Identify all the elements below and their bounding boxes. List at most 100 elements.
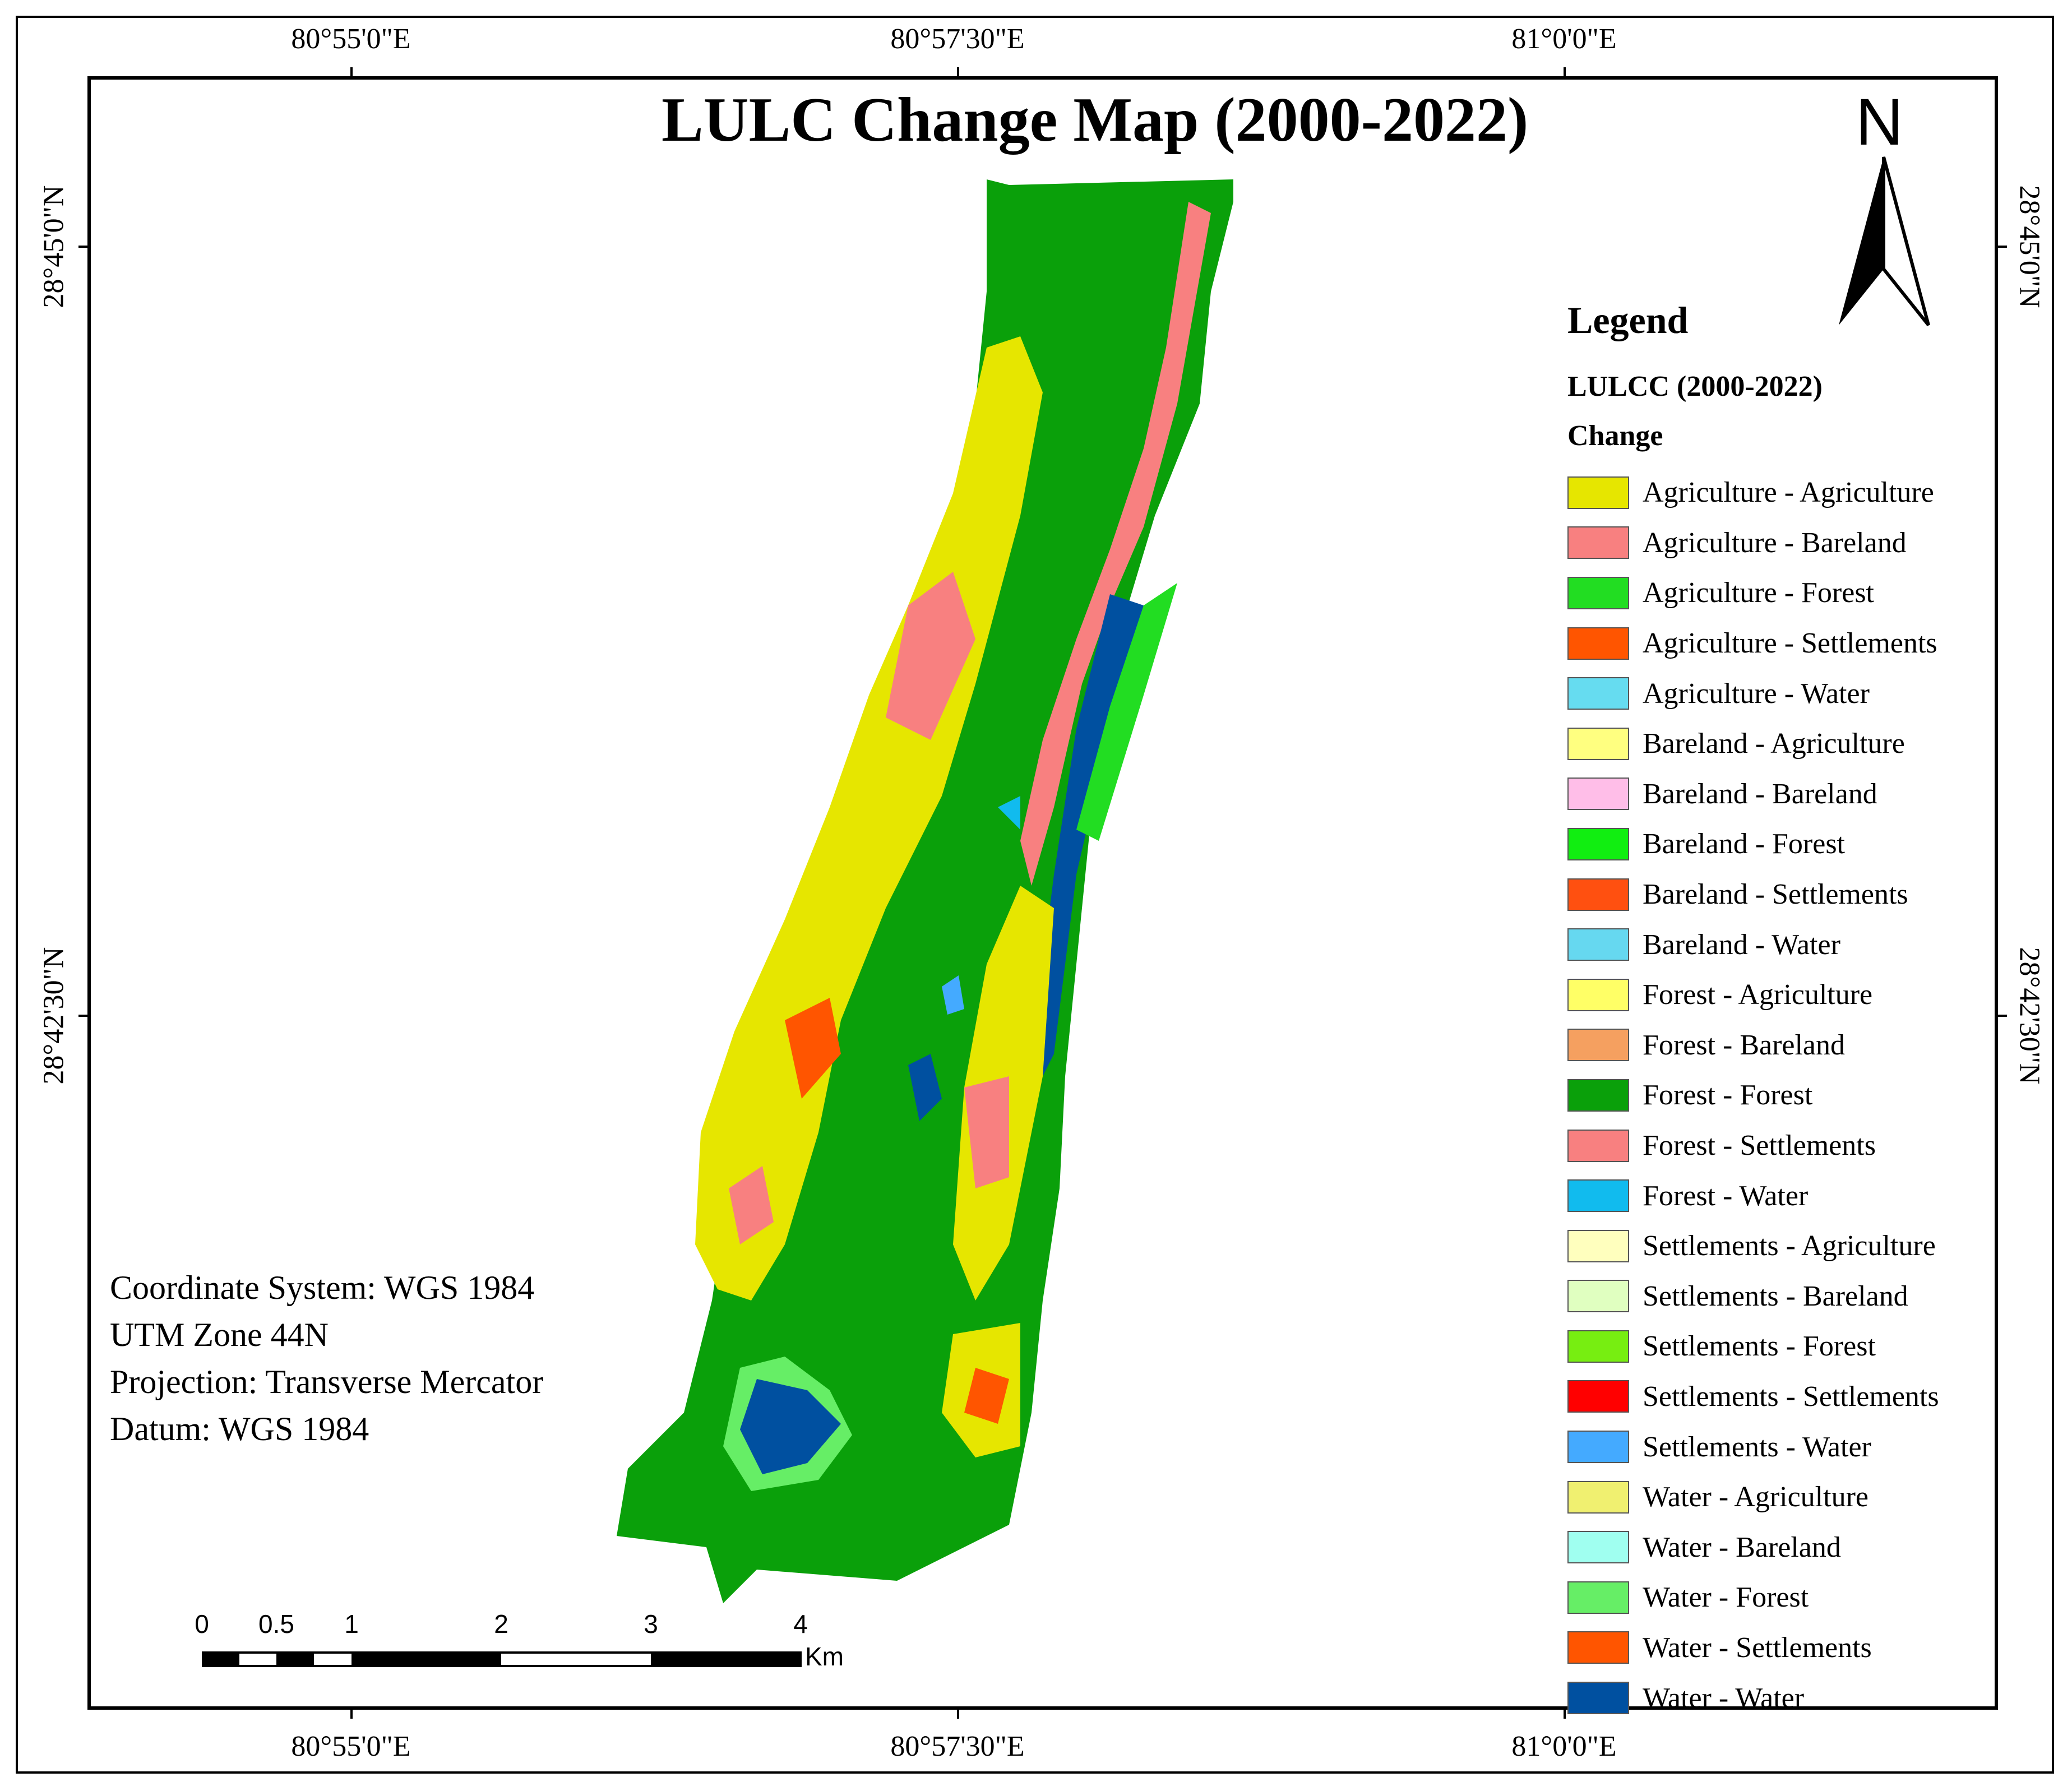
water-body [740, 1379, 841, 1474]
coordinate-system: Coordinate System: WGS 1984 [110, 1269, 535, 1306]
legend-item: Water - Settlements [1567, 1623, 1939, 1673]
legend-item: Settlements - Settlements [1567, 1372, 1939, 1422]
legend-swatch [1567, 1179, 1629, 1212]
coord-right-2: 28°42'30"N [2013, 947, 2046, 1085]
legend-item: Settlements - Water [1567, 1422, 1939, 1472]
legend-label: Water - Settlements [1643, 1631, 1872, 1664]
map-title: LULC Change Map (2000-2022) [662, 85, 1529, 155]
water-pond [998, 796, 1020, 830]
legend-item: Agriculture - Forest [1567, 568, 1939, 618]
legend-label: Forest - Forest [1643, 1079, 1813, 1112]
legend-swatch [1567, 778, 1629, 811]
legend-swatch [1567, 1480, 1629, 1514]
legend-item: Water - Agriculture [1567, 1472, 1939, 1522]
coord-top-3: 81°0'0"E [1511, 23, 1617, 55]
legend-swatch [1567, 1079, 1629, 1112]
coord-right-1: 28°45'0"N [2013, 185, 2046, 308]
scale-label: 3 [644, 1609, 658, 1639]
settlement-patch [785, 998, 841, 1099]
legend-label: Bareland - Bareland [1643, 778, 1877, 810]
legend-swatch [1567, 677, 1629, 710]
tick [350, 67, 353, 77]
river [1032, 594, 1144, 1076]
north-letter: N [1856, 85, 1904, 159]
scale-bar [202, 1651, 802, 1667]
tick [1564, 67, 1566, 77]
legend-swatch [1567, 928, 1629, 961]
legend-swatch [1567, 878, 1629, 911]
legend-swatch [1567, 526, 1629, 559]
legend-item: Bareland - Water [1567, 919, 1939, 970]
legend-label: Settlements - Settlements [1643, 1380, 1939, 1413]
legend-label: Agriculture - Water [1643, 677, 1870, 710]
outer-frame [16, 16, 2054, 1774]
coord-top-1: 80°55'0"E [291, 23, 411, 55]
tick [1997, 1015, 2007, 1017]
scale-label: 2 [494, 1609, 508, 1639]
tick [1564, 1709, 1566, 1719]
projection: Projection: Transverse Mercator [110, 1363, 544, 1400]
legend-label: Settlements - Forest [1643, 1330, 1876, 1363]
legend-item: Agriculture - Agriculture [1567, 468, 1939, 518]
north-arrow-icon [1839, 156, 1930, 326]
legend-item: Bareland - Settlements [1567, 869, 1939, 920]
legend-item: Forest - Settlements [1567, 1121, 1939, 1171]
legend-label: Bareland - Water [1643, 928, 1840, 961]
legend-title: Legend [1567, 299, 1689, 341]
legend-item: Water - Forest [1567, 1572, 1939, 1623]
coord-left-2: 28°42'30"N [38, 947, 70, 1085]
legend-label: Agriculture - Forest [1643, 577, 1875, 609]
legend-item: Bareland - Agriculture [1567, 719, 1939, 769]
legend-label: Settlements - Bareland [1643, 1280, 1908, 1312]
coord-bottom-3: 81°0'0"E [1511, 1730, 1617, 1762]
legend-label: Agriculture - Agriculture [1643, 476, 1934, 509]
coord-bottom-2: 80°57'30"E [890, 1730, 1025, 1762]
legend-field-name: Change [1567, 420, 1663, 452]
bareland-strip [1020, 202, 1211, 886]
legend-swatch [1567, 1129, 1629, 1162]
legend-swatch [1567, 1229, 1629, 1262]
legend-label: Forest - Bareland [1643, 1029, 1846, 1061]
scale-label: 0.5 [258, 1609, 294, 1639]
legend-swatch [1567, 1581, 1629, 1614]
scale-label: 4 [793, 1609, 808, 1639]
legend-item: Bareland - Bareland [1567, 769, 1939, 820]
tick [1997, 246, 2007, 248]
legend-label: Agriculture - Settlements [1643, 627, 1937, 660]
legend-swatch [1567, 727, 1629, 760]
legend-swatch [1567, 576, 1629, 609]
tick [957, 67, 959, 77]
legend-swatch [1567, 1380, 1629, 1413]
legend-label: Water - Bareland [1643, 1531, 1841, 1563]
agriculture-patch [695, 336, 1043, 1301]
legend-swatch [1567, 1431, 1629, 1464]
legend-label: Bareland - Settlements [1643, 878, 1908, 911]
legend-item: Forest - Bareland [1567, 1020, 1939, 1071]
legend-label: Agriculture - Bareland [1643, 526, 1907, 559]
legend-label: Forest - Agriculture [1643, 979, 1873, 1011]
legend-label: Forest - Water [1643, 1179, 1809, 1212]
legend-label: Water - Forest [1643, 1581, 1809, 1614]
legend-item: Water - Water [1567, 1673, 1939, 1723]
legend-item: Settlements - Bareland [1567, 1271, 1939, 1322]
legend-item: Settlements - Forest [1567, 1321, 1939, 1372]
tick [350, 1709, 353, 1719]
datum: Datum: WGS 1984 [110, 1410, 369, 1447]
legend-label: Water - Water [1643, 1682, 1805, 1714]
legend-item: Forest - Forest [1567, 1070, 1939, 1121]
water-pond [908, 1054, 942, 1121]
legend-item: Agriculture - Settlements [1567, 618, 1939, 669]
legend-label: Settlements - Agriculture [1643, 1230, 1936, 1262]
utm-zone: UTM Zone 44N [110, 1316, 329, 1353]
coord-top-2: 80°57'30"E [890, 23, 1025, 55]
scale-label: 1 [344, 1609, 359, 1639]
legend-swatch [1567, 1029, 1629, 1062]
legend-swatch [1567, 1531, 1629, 1564]
coord-bottom-1: 80°55'0"E [291, 1730, 411, 1762]
legend-swatch [1567, 978, 1629, 1011]
legend-swatch [1567, 1631, 1629, 1664]
tick [78, 1015, 89, 1017]
legend-swatch [1567, 1330, 1629, 1363]
legend-label: Forest - Settlements [1643, 1130, 1876, 1162]
legend-swatch [1567, 627, 1629, 660]
